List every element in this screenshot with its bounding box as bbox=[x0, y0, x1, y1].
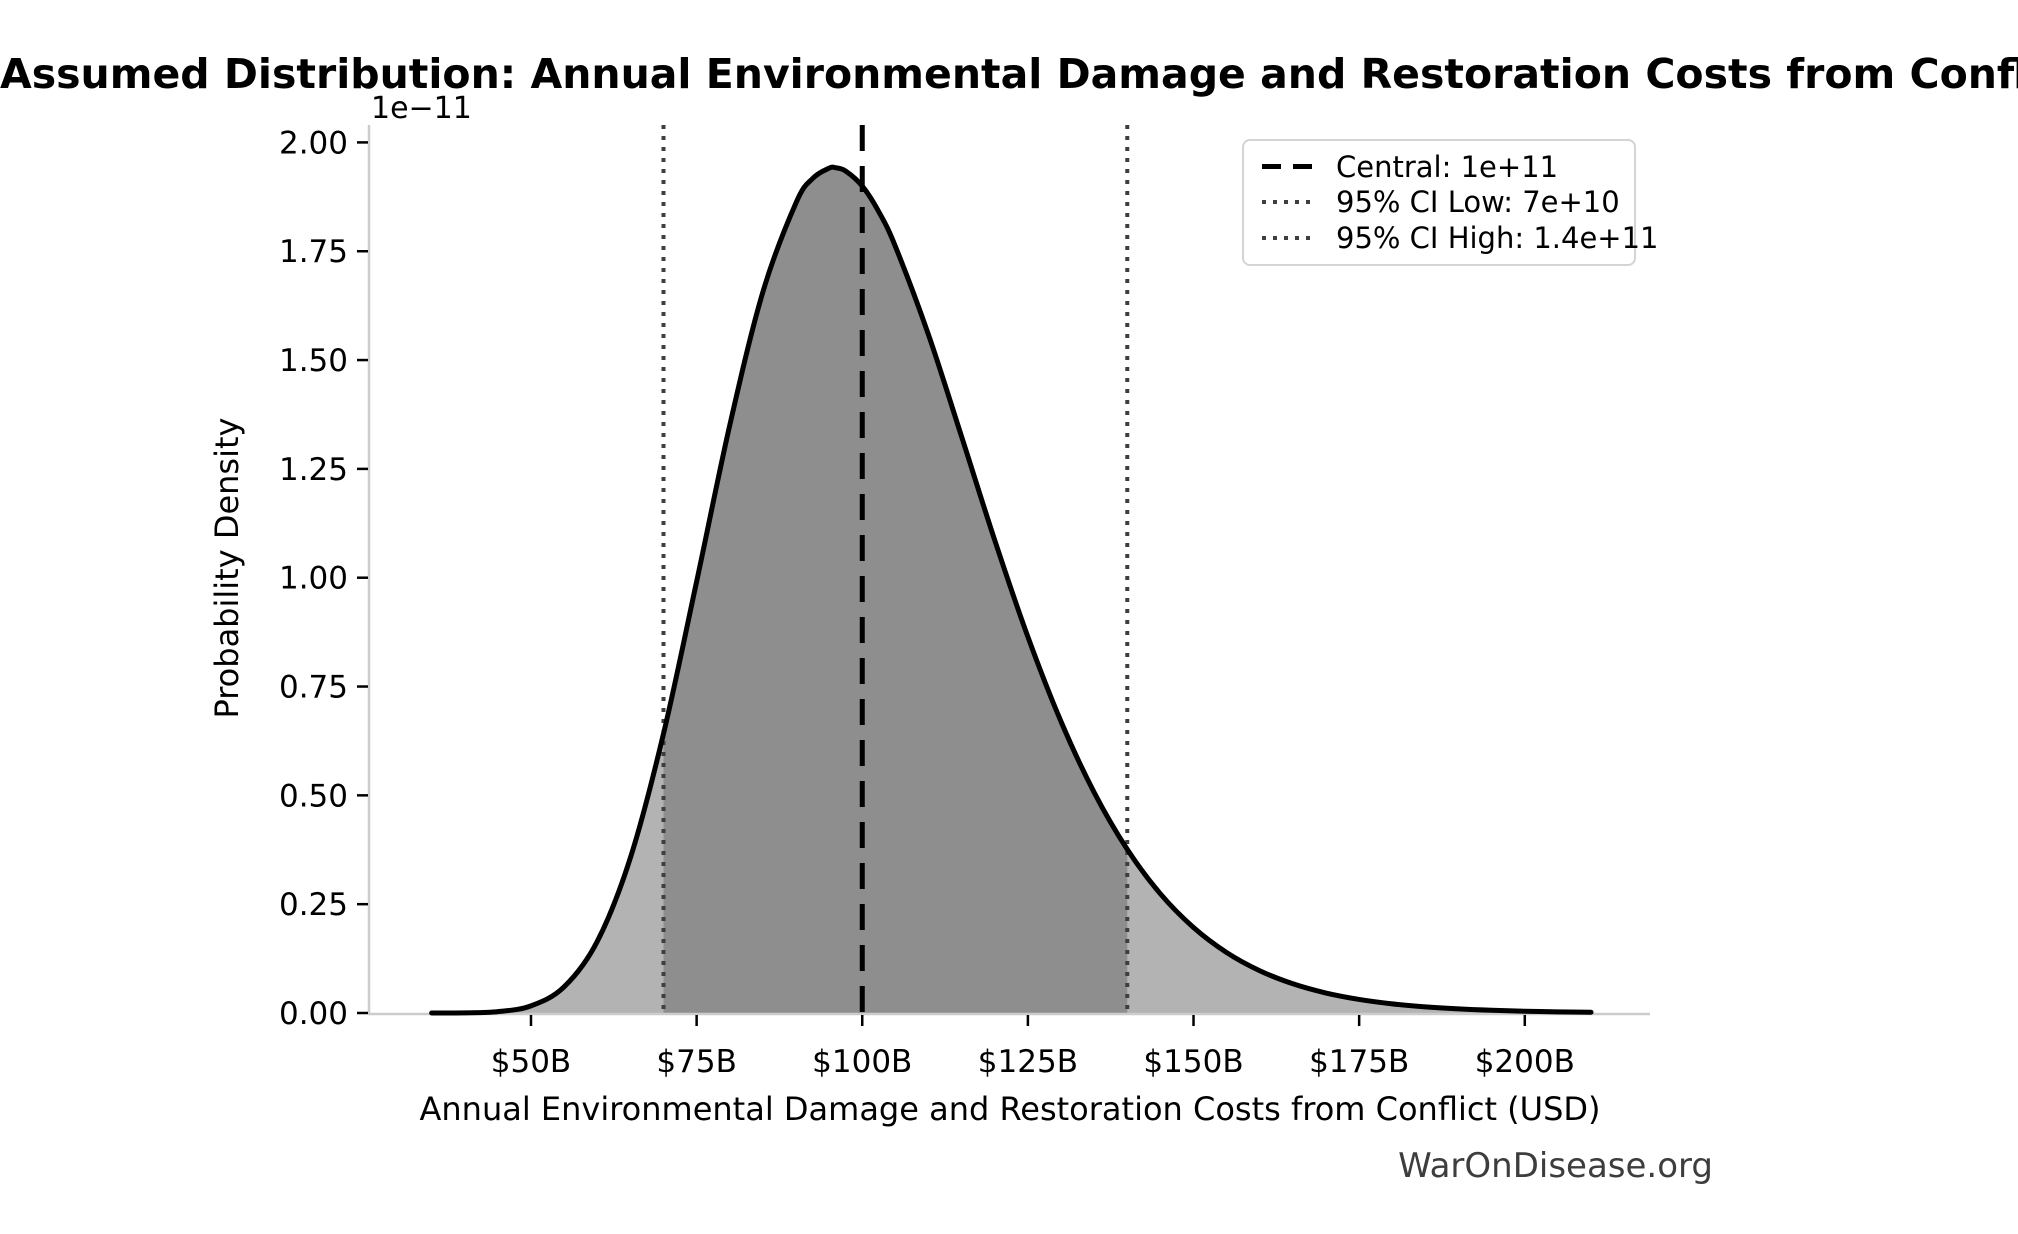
x-tick-label: $75B bbox=[656, 1044, 736, 1080]
x-tick-label: $150B bbox=[1143, 1044, 1243, 1080]
legend-row-central: Central: 1e+11 bbox=[1262, 150, 1624, 184]
density-area-ci bbox=[663, 167, 1128, 1013]
legend-label-central: Central: 1e+11 bbox=[1336, 149, 1559, 184]
legend: Central: 1e+11 95% CI Low: 7e+10 95% CI … bbox=[1242, 139, 1659, 266]
dashed-line-sample-icon bbox=[1262, 164, 1312, 170]
legend-row-ci-low: 95% CI Low: 7e+10 bbox=[1262, 185, 1624, 219]
x-axis-label: Annual Environmental Damage and Restorat… bbox=[419, 1090, 1601, 1128]
legend-label-ci-low: 95% CI Low: 7e+10 bbox=[1336, 185, 1620, 220]
x-tick-label: $175B bbox=[1309, 1044, 1409, 1080]
x-tick-label: $100B bbox=[812, 1044, 912, 1080]
legend-row-ci-high: 95% CI High: 1.4e+11 bbox=[1262, 221, 1659, 255]
y-axis-offset-label: 1e−11 bbox=[371, 91, 472, 126]
y-tick-label: 1.50 bbox=[279, 343, 348, 379]
y-tick-label: 0.00 bbox=[279, 996, 348, 1032]
watermark: WarOnDisease.org bbox=[1398, 1146, 1713, 1186]
x-tick-label: $125B bbox=[978, 1044, 1078, 1080]
legend-label-ci-high: 95% CI High: 1.4e+11 bbox=[1336, 221, 1659, 256]
chart-title: Assumed Distribution: Annual Environment… bbox=[0, 50, 2018, 98]
y-tick-label: 1.25 bbox=[279, 452, 348, 488]
y-axis-label: Probability Density bbox=[208, 417, 246, 719]
y-tick-label: 0.75 bbox=[279, 670, 348, 706]
dotted-line-sample-icon bbox=[1262, 200, 1312, 205]
x-tick-label: $50B bbox=[491, 1044, 571, 1080]
y-tick-label: 1.75 bbox=[279, 234, 348, 270]
y-tick-label: 2.00 bbox=[279, 125, 348, 161]
dotted-line-sample-icon bbox=[1262, 236, 1312, 241]
x-tick-label: $200B bbox=[1475, 1044, 1575, 1080]
y-tick-label: 0.25 bbox=[279, 887, 348, 923]
y-tick-label: 0.50 bbox=[279, 778, 348, 814]
y-tick-label: 1.00 bbox=[279, 561, 348, 597]
density-curve bbox=[429, 164, 1594, 1016]
